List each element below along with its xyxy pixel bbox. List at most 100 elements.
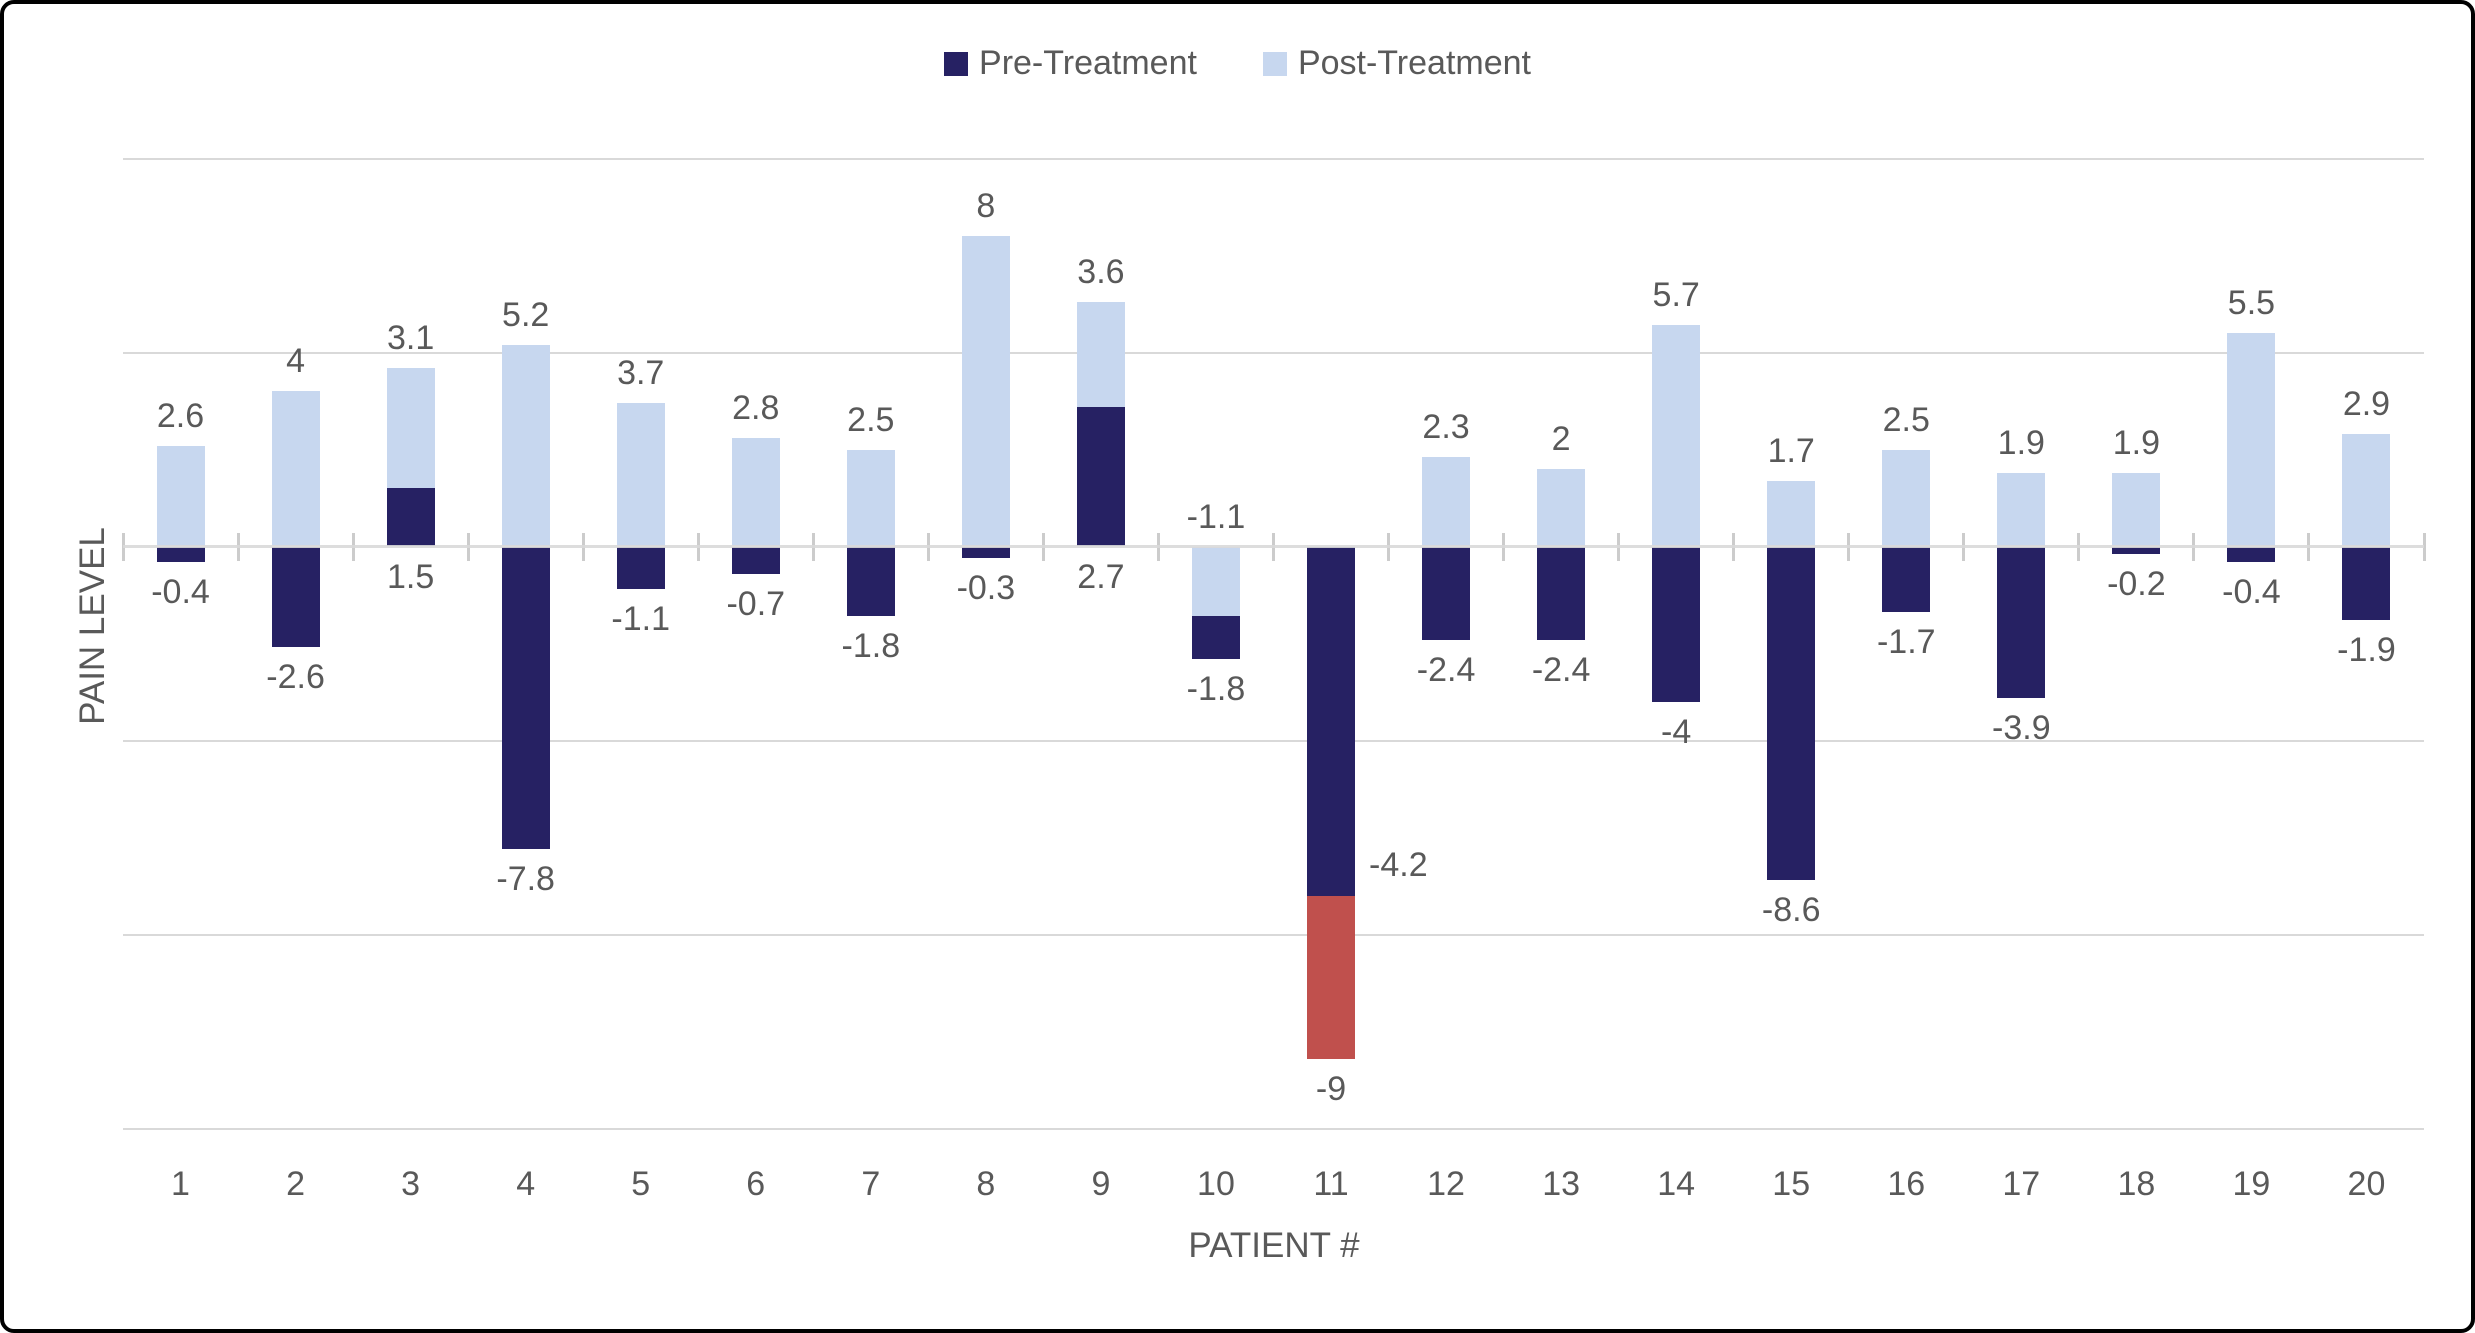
x-tick-label-14: 14 <box>1657 1165 1696 1203</box>
data-label-bottom-patient-20: -1.9 <box>2337 631 2396 670</box>
bar-pre-patient-18 <box>2112 546 2161 555</box>
bar-pre-patient-5 <box>616 546 665 590</box>
bar-post-patient-9 <box>1076 302 1125 407</box>
data-label-bottom-patient-12: -2.4 <box>1416 650 1476 689</box>
x-tick-label-7: 7 <box>861 1165 881 1203</box>
plot-area: 2.6 -0.4 4 -2.6 3.1 1.5 5.2 -7.8 3.7 -1.1 2.8 -0.7 2… <box>4 4 2471 1329</box>
data-label-bottom-patient-11: -9 <box>1315 1069 1347 1108</box>
bar-post-patient-13 <box>1537 468 1586 547</box>
bar-pre-patient-12 <box>1422 546 1471 640</box>
bar-post-patient-3 <box>386 368 435 489</box>
data-label-top-patient-10: -1.1 <box>1186 497 1246 536</box>
x-tick-label-20: 20 <box>2347 1165 2386 1203</box>
legend-swatch-post-icon <box>1262 51 1287 76</box>
data-label-top-patient-19: 5.5 <box>2227 284 2276 323</box>
bar-post-patient-7 <box>846 449 895 547</box>
data-label-bottom-patient-7: -1.8 <box>841 627 901 666</box>
zero-axis-line <box>123 545 2424 548</box>
x-tick-label-12: 12 <box>1427 1165 1465 1203</box>
data-label-bottom-patient-17: -3.9 <box>1992 708 2051 747</box>
data-label-top-patient-1: 2.6 <box>156 396 205 435</box>
legend-item-pre-treatment: Pre-Treatment <box>944 44 1197 83</box>
x-tick-label-17: 17 <box>2002 1165 2041 1203</box>
bar-pre-patient-15 <box>1767 546 1816 881</box>
x-tick-label-9: 9 <box>1091 1165 1111 1203</box>
legend-label-pre-treatment: Pre-Treatment <box>979 44 1197 82</box>
data-label-top-patient-4: 5.2 <box>502 295 550 334</box>
legend-label-post-treatment: Post-Treatment <box>1297 44 1531 82</box>
x-tick-label-4: 4 <box>516 1165 536 1203</box>
bar-post-patient-17 <box>1997 472 2046 547</box>
data-label-top-patient-14: 5.7 <box>1652 276 1700 315</box>
data-label-side-patient-11: -4.2 <box>1369 845 1428 884</box>
data-label-top-patient-8: 8 <box>976 187 996 226</box>
data-label-bottom-patient-13: -2.4 <box>1531 650 1591 689</box>
bar-pre-patient-6 <box>731 546 780 574</box>
data-label-bottom-patient-3: 1.5 <box>386 557 435 596</box>
x-tick-label-10: 10 <box>1197 1165 1235 1203</box>
bar-pre-patient-10 <box>1191 616 1240 659</box>
x-tick-label-19: 19 <box>2232 1165 2271 1203</box>
bar-pre-patient-11 <box>1307 546 1356 896</box>
data-label-top-patient-16: 2.5 <box>1882 400 1930 439</box>
x-tick-label-5: 5 <box>631 1165 651 1203</box>
gridline--10 <box>123 933 2424 936</box>
bar-post-patient-1 <box>156 445 205 547</box>
data-label-top-patient-13: 2 <box>1551 419 1571 458</box>
data-label-bottom-patient-16: -1.7 <box>1876 623 1936 662</box>
x-tick-label-16: 16 <box>1887 1165 1926 1203</box>
data-label-bottom-patient-8: -0.3 <box>956 569 1016 608</box>
bar-pre-patient-14 <box>1652 546 1701 702</box>
gridline--5 <box>123 739 2424 742</box>
x-tick-label-13: 13 <box>1542 1165 1581 1203</box>
x-tick-label-15: 15 <box>1772 1165 1811 1203</box>
data-label-bottom-patient-1: -0.4 <box>151 573 210 612</box>
bar-post-patient-20 <box>2342 433 2391 547</box>
bar-pre-patient-1 <box>156 546 205 563</box>
data-label-top-patient-7: 2.5 <box>847 400 895 439</box>
x-tick-label-2: 2 <box>286 1165 306 1203</box>
bar-post-patient-16 <box>1882 449 1931 547</box>
data-label-top-patient-18: 1.9 <box>2112 423 2160 462</box>
bar-pre-patient-17 <box>1997 546 2046 698</box>
bar-pre-patient-16 <box>1882 546 1931 613</box>
gridline-5 <box>123 351 2424 354</box>
gridline-10 <box>123 157 2424 160</box>
legend-swatch-pre-icon <box>944 51 969 76</box>
y-axis-title: PAIN LEVEL <box>73 527 112 725</box>
data-label-bottom-patient-10: -1.8 <box>1186 670 1246 709</box>
data-label-top-patient-2: 4 <box>286 342 306 381</box>
data-label-top-patient-5: 3.7 <box>617 353 665 392</box>
data-label-bottom-patient-6: -0.7 <box>726 584 786 623</box>
bar-post-patient-6 <box>731 437 780 547</box>
bar-post-patient-18 <box>2112 472 2161 547</box>
bar-pre-patient-8 <box>961 546 1010 559</box>
legend-item-post-treatment: Post-Treatment <box>1262 44 1531 83</box>
bar-pre-patient-13 <box>1537 546 1586 640</box>
bar-pre-patient-9 <box>1076 406 1125 547</box>
bar-post-patient-4 <box>501 344 550 547</box>
bar-post-patient-8 <box>961 236 1010 547</box>
gridline--15 <box>123 1127 2424 1130</box>
x-tick-label-18: 18 <box>2117 1165 2156 1203</box>
bar-post-patient-5 <box>616 402 665 547</box>
legend: Pre-Treatment Post-Treatment <box>4 44 2471 83</box>
bar-pre-patient-7 <box>846 546 895 617</box>
data-label-bottom-patient-4: -7.8 <box>496 860 555 899</box>
data-label-bottom-patient-2: -2.6 <box>266 658 325 697</box>
x-tick-label-6: 6 <box>746 1165 766 1203</box>
bar-pre-patient-20 <box>2342 546 2391 621</box>
x-tick-label-1: 1 <box>171 1165 190 1203</box>
bar-post-patient-14 <box>1652 325 1701 547</box>
x-tick-label-11: 11 <box>1313 1165 1349 1203</box>
data-label-top-patient-3: 3.1 <box>386 319 435 358</box>
bar-pre-patient-4 <box>501 546 550 850</box>
bar-post-patient-19 <box>2227 333 2276 547</box>
data-label-top-patient-12: 2.3 <box>1422 408 1470 447</box>
data-label-bottom-patient-5: -1.1 <box>611 600 671 639</box>
data-label-bottom-patient-14: -4 <box>1661 712 1692 751</box>
x-tick-label-3: 3 <box>401 1165 421 1203</box>
zero-axis-tick-20 <box>2422 532 2426 561</box>
data-label-top-patient-20: 2.9 <box>2342 384 2391 423</box>
